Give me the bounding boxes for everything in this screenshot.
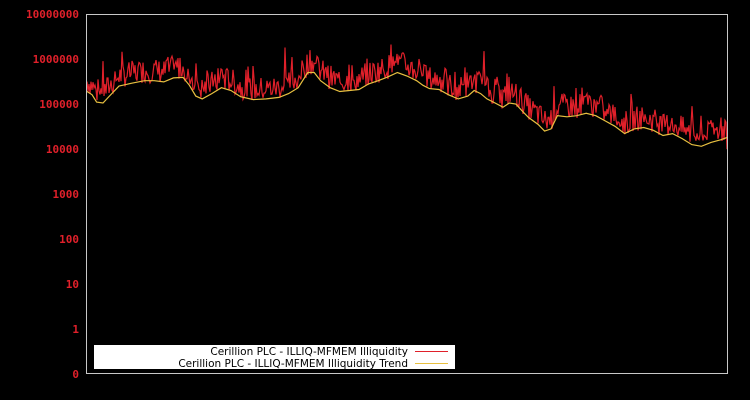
plot-area xyxy=(86,44,728,150)
y-tick-label: 10000000 xyxy=(26,8,79,21)
y-tick-label: 1 xyxy=(72,323,79,336)
legend-box xyxy=(94,345,455,369)
y-tick-label: 10000 xyxy=(46,143,79,156)
legend-label-illiquidity: Cerillion PLC - ILLIQ-MFMEM Illiquidity xyxy=(210,346,408,358)
y-tick-label: 100000 xyxy=(39,98,79,111)
y-tick-label: 0 xyxy=(72,368,79,381)
y-tick-label: 10 xyxy=(66,278,79,291)
y-tick-label: 1000000 xyxy=(33,53,79,66)
legend: Cerillion PLC - ILLIQ-MFMEM Illiquidity … xyxy=(94,345,455,370)
y-tick-label: 100 xyxy=(59,233,79,246)
plot-frame xyxy=(86,14,728,374)
legend-label-trend: Cerillion PLC - ILLIQ-MFMEM Illiquidity … xyxy=(178,358,408,370)
y-tick-label: 1000 xyxy=(53,188,80,201)
illiquidity-trend-line xyxy=(86,71,728,147)
illiquidity-series-line xyxy=(86,44,728,150)
